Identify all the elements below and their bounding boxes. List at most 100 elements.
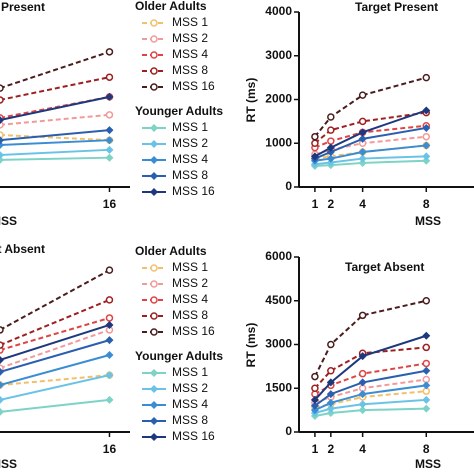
data-point bbox=[105, 153, 114, 162]
series-line bbox=[0, 398, 110, 413]
series-line bbox=[314, 334, 427, 401]
data-point bbox=[422, 331, 431, 340]
legend-marker bbox=[150, 369, 158, 377]
data-point bbox=[311, 372, 319, 381]
data-point bbox=[358, 128, 367, 137]
data-point bbox=[0, 151, 4, 160]
legend-marker bbox=[150, 140, 158, 148]
data-point bbox=[422, 381, 431, 390]
chart-title: Target Present bbox=[355, 0, 438, 14]
data-point bbox=[422, 152, 431, 161]
legend-group-title: Older Adults bbox=[135, 0, 207, 13]
data-point bbox=[358, 400, 367, 409]
data-point bbox=[422, 156, 431, 165]
data-point bbox=[0, 407, 4, 416]
data-point bbox=[0, 131, 4, 139]
x-axis-label: MSS bbox=[0, 214, 17, 228]
data-point bbox=[311, 132, 319, 141]
series-line bbox=[0, 324, 110, 361]
series-line bbox=[0, 316, 110, 352]
legend-group-title: Older Adults bbox=[135, 244, 207, 258]
legend-label: MSS 16 bbox=[172, 184, 215, 198]
series-line bbox=[314, 109, 427, 158]
data-point bbox=[105, 145, 114, 154]
legend-label: MSS 4 bbox=[172, 152, 208, 166]
x-tick-label: 16 bbox=[103, 442, 117, 456]
data-point bbox=[105, 111, 114, 119]
data-point bbox=[0, 116, 4, 125]
data-point bbox=[0, 355, 4, 364]
series-line bbox=[314, 299, 427, 378]
data-point bbox=[0, 121, 4, 129]
legend-label: MSS 8 bbox=[172, 63, 208, 77]
series-line bbox=[314, 369, 427, 407]
data-point bbox=[105, 136, 114, 145]
data-point bbox=[422, 395, 431, 404]
data-point bbox=[0, 367, 4, 376]
data-point bbox=[0, 381, 4, 390]
data-point bbox=[358, 154, 367, 163]
data-point bbox=[0, 136, 4, 145]
data-point bbox=[358, 369, 367, 378]
data-point bbox=[326, 390, 335, 399]
data-point bbox=[327, 367, 335, 375]
series-line bbox=[314, 346, 427, 389]
data-point bbox=[310, 401, 319, 410]
y-tick-label: 3000 bbox=[265, 337, 292, 351]
series-line bbox=[314, 155, 427, 166]
chart-title: Target Absent bbox=[345, 260, 424, 274]
series-line bbox=[0, 374, 110, 387]
y-tick-label: 0 bbox=[285, 424, 292, 438]
data-point bbox=[0, 326, 4, 334]
series-line bbox=[0, 298, 110, 347]
data-point bbox=[105, 320, 114, 329]
data-point bbox=[0, 84, 4, 92]
data-point bbox=[358, 352, 367, 361]
series-line bbox=[0, 374, 110, 401]
x-tick-label: 1 bbox=[312, 442, 319, 456]
y-axis-label: RT (ms) bbox=[244, 78, 258, 123]
legend-label: MSS 4 bbox=[172, 47, 208, 61]
series-line bbox=[0, 328, 110, 370]
series-line bbox=[314, 407, 427, 417]
legend-label: MSS 16 bbox=[172, 429, 215, 443]
legend-marker bbox=[150, 51, 158, 59]
data-point bbox=[326, 404, 335, 413]
legend-marker bbox=[150, 83, 158, 91]
data-point bbox=[422, 297, 431, 305]
legend-label: MSS 8 bbox=[172, 308, 208, 322]
data-point bbox=[422, 343, 431, 352]
legend-marker bbox=[150, 124, 158, 132]
x-axis-label: MSS bbox=[415, 457, 441, 471]
y-tick-label: 0 bbox=[285, 179, 292, 193]
data-point bbox=[422, 366, 431, 375]
series-line bbox=[0, 76, 110, 101]
data-point bbox=[105, 351, 114, 359]
y-tick-label: 2000 bbox=[265, 92, 292, 106]
data-point bbox=[327, 113, 335, 121]
series-line bbox=[0, 354, 110, 387]
data-point bbox=[310, 395, 319, 404]
legend-label: MSS 1 bbox=[172, 120, 208, 134]
legend-marker bbox=[150, 35, 158, 43]
data-point bbox=[422, 141, 431, 150]
series-line bbox=[0, 269, 110, 331]
series-line bbox=[0, 95, 110, 122]
series-line bbox=[0, 50, 110, 90]
data-point bbox=[358, 91, 367, 99]
legend-marker bbox=[150, 156, 158, 164]
data-point bbox=[310, 406, 319, 415]
data-point bbox=[105, 296, 114, 304]
x-tick-label: 2 bbox=[327, 442, 334, 456]
legend-marker bbox=[150, 264, 158, 272]
data-point bbox=[0, 341, 4, 349]
data-point bbox=[327, 340, 335, 349]
legend-label: MSS 8 bbox=[172, 413, 208, 427]
data-point bbox=[422, 132, 431, 141]
legend-label: MSS 4 bbox=[172, 397, 208, 411]
y-tick-label: 1000 bbox=[265, 135, 292, 149]
data-point bbox=[358, 406, 367, 415]
legend-marker bbox=[150, 188, 158, 196]
legend-marker bbox=[150, 385, 158, 393]
